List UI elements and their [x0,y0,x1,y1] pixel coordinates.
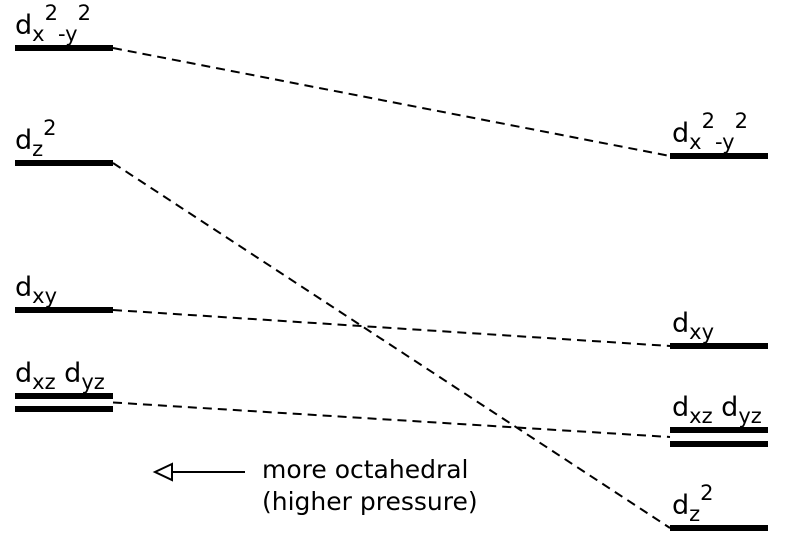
label-part: z [689,502,700,526]
label-part: 2 [78,1,91,25]
correlation-line [112,309,671,347]
label-part: d [713,392,739,423]
label-part: x [32,22,44,46]
label-part: d [15,10,32,41]
level-bar [670,441,768,447]
level-bar [670,343,768,349]
label-part: xy [32,284,57,308]
level-bar [15,45,113,51]
orbital-label: dxy [15,272,57,308]
correlation-line [112,401,671,438]
level-bar [670,153,768,159]
label-part: -y [715,130,735,154]
level-bar [670,525,768,531]
label-part: 2 [700,481,713,505]
label-part: xy [689,320,714,344]
label-part: 2 [43,116,56,140]
correlation-line [112,162,671,529]
orbital-label: dz2 [672,481,714,526]
label-part: d [672,490,689,521]
label-part: d [15,272,32,303]
label-part: d [15,358,32,389]
label-part: d [672,392,689,423]
label-part: xz [689,404,712,428]
label-part: d [15,125,32,156]
note-line: (higher pressure) [262,487,478,516]
label-part: d [672,308,689,339]
label-part: 2 [735,109,748,133]
orbital-label: dxz dyz [15,358,105,394]
orbital-label: dx2-y2 [672,109,748,154]
label-part: -y [58,22,78,46]
level-bar [15,406,113,412]
label-part: d [672,118,689,149]
level-bar [15,393,113,399]
label-part: 2 [702,109,715,133]
label-part: yz [81,370,104,394]
label-part: xz [32,370,55,394]
arrow-head [152,462,173,482]
orbital-label: dxz dyz [672,392,762,428]
level-bar [15,160,113,166]
orbital-label: dz2 [15,116,57,161]
label-part: 2 [45,1,58,25]
correlation-line [112,47,671,157]
level-bar [670,427,768,433]
orbital-label: dx2-y2 [15,1,91,46]
label-part: yz [738,404,761,428]
label-part: x [689,130,701,154]
label-part: d [56,358,82,389]
label-part: z [32,137,43,161]
level-bar [15,307,113,313]
orbital-label: dxy [672,308,714,344]
note-line: more octahedral [262,455,469,484]
